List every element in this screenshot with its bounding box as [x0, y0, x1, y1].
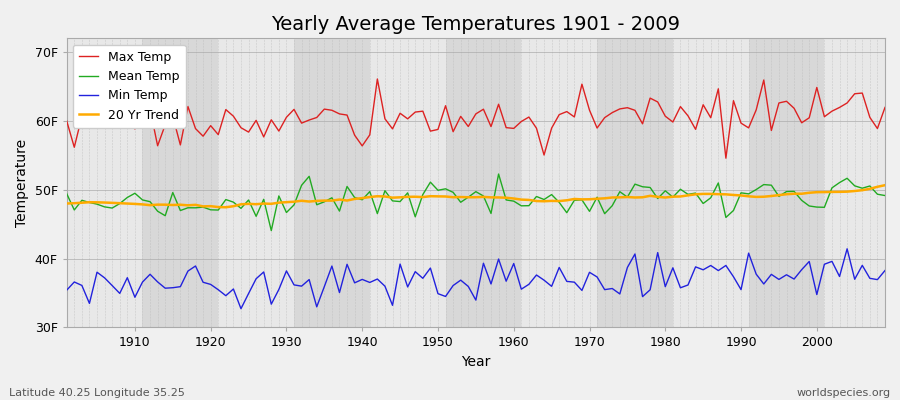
Max Temp: [508, 126, 519, 131]
Bar: [597, 38, 673, 328]
Text: worldspecies.org: worldspecies.org: [796, 388, 891, 398]
20 Yr Trend: [607, 195, 617, 200]
Min Temp: [296, 284, 307, 288]
20 Yr Trend: [220, 205, 231, 210]
Max Temp: [607, 110, 617, 115]
Max Temp: [122, 119, 132, 124]
Line: Mean Temp: Mean Temp: [67, 174, 885, 230]
Mean Temp: [61, 191, 72, 196]
Bar: [446, 38, 521, 328]
Bar: [370, 38, 446, 328]
Mean Temp: [524, 203, 535, 208]
Min Temp: [61, 288, 72, 292]
Min Temp: [236, 306, 247, 311]
20 Yr Trend: [879, 183, 890, 188]
Line: Min Temp: Min Temp: [67, 249, 885, 309]
Min Temp: [879, 268, 890, 273]
Min Temp: [607, 286, 617, 291]
Min Temp: [508, 261, 519, 266]
Mean Temp: [516, 204, 526, 208]
Bar: [824, 38, 885, 328]
Line: 20 Yr Trend: 20 Yr Trend: [67, 185, 885, 207]
Y-axis label: Temperature: Temperature: [15, 139, 29, 227]
Max Temp: [721, 156, 732, 160]
Bar: [67, 38, 142, 328]
Bar: [749, 38, 824, 328]
Max Temp: [879, 105, 890, 110]
Bar: [673, 38, 749, 328]
Mean Temp: [615, 189, 626, 194]
Mean Temp: [296, 183, 307, 188]
Bar: [218, 38, 294, 328]
20 Yr Trend: [122, 201, 132, 206]
Min Temp: [342, 262, 353, 267]
Max Temp: [334, 112, 345, 116]
Mean Temp: [122, 195, 132, 200]
Min Temp: [516, 287, 526, 292]
Mean Temp: [266, 228, 276, 233]
Line: Max Temp: Max Temp: [67, 79, 885, 158]
Title: Yearly Average Temperatures 1901 - 2009: Yearly Average Temperatures 1901 - 2009: [272, 15, 680, 34]
Legend: Max Temp, Mean Temp, Min Temp, 20 Yr Trend: Max Temp, Mean Temp, Min Temp, 20 Yr Tre…: [73, 44, 185, 128]
20 Yr Trend: [296, 198, 307, 203]
20 Yr Trend: [342, 198, 353, 203]
Min Temp: [842, 246, 852, 251]
Max Temp: [61, 118, 72, 123]
X-axis label: Year: Year: [461, 355, 491, 369]
Max Temp: [372, 77, 382, 82]
20 Yr Trend: [516, 197, 526, 202]
Mean Temp: [342, 184, 353, 189]
20 Yr Trend: [61, 201, 72, 206]
Bar: [521, 38, 597, 328]
Mean Temp: [879, 193, 890, 198]
20 Yr Trend: [508, 196, 519, 201]
Mean Temp: [493, 172, 504, 176]
Bar: [142, 38, 218, 328]
Min Temp: [122, 275, 132, 280]
Max Temp: [516, 119, 526, 124]
Text: Latitude 40.25 Longitude 35.25: Latitude 40.25 Longitude 35.25: [9, 388, 184, 398]
Max Temp: [289, 107, 300, 112]
Bar: [294, 38, 370, 328]
